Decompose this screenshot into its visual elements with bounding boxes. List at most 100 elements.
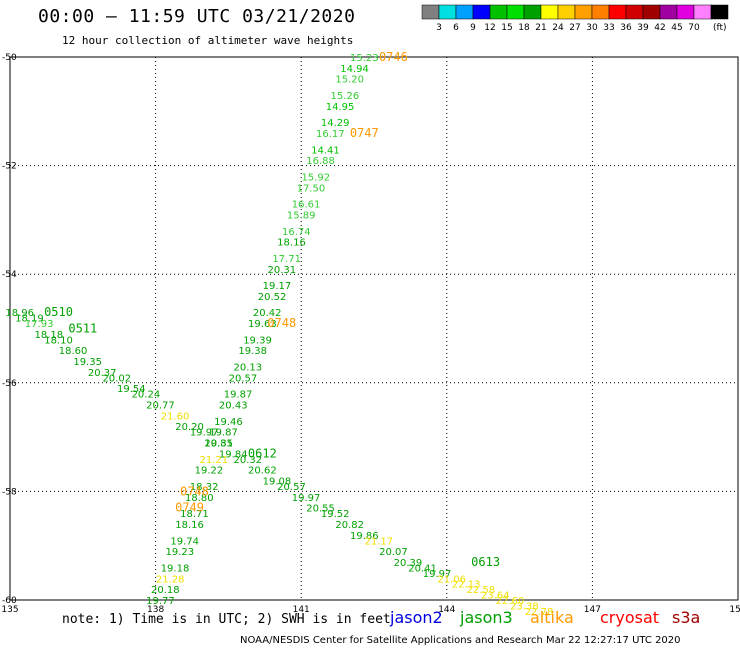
- time-label: 0746: [379, 50, 408, 64]
- data-label-altika: 18.16: [175, 520, 204, 531]
- data-label-altika: 20.43: [219, 401, 248, 412]
- data-label-altika: 14.95: [326, 102, 355, 113]
- data-label-jason3: 20.37: [88, 368, 117, 379]
- data-label-altika: 14.41: [311, 145, 340, 156]
- data-label-altika: 19.22: [195, 466, 224, 477]
- data-label-jason3: 21.60: [161, 411, 190, 422]
- colorbar-label: 3: [436, 23, 442, 33]
- data-label-jason3: 20.32: [233, 455, 262, 466]
- data-label-altika: 15.92: [301, 172, 330, 183]
- data-label-altika: 20.18: [151, 585, 180, 596]
- colorbar-label: 12: [484, 23, 495, 33]
- data-label-altika: 18.80: [185, 493, 214, 504]
- colorbar-swatch: [710, 4, 729, 20]
- colorbar-swatch: [455, 4, 474, 20]
- data-label-jason3: 19.97: [292, 493, 321, 504]
- colorbar-label: 30: [586, 23, 598, 33]
- data-label-altika: 18.71: [180, 509, 209, 520]
- colorbar-label: 45: [671, 23, 682, 33]
- data-label-jason3: 19.97: [190, 428, 219, 439]
- x-tick-label: 135: [1, 605, 18, 615]
- data-label-jason3: 20.41: [408, 563, 437, 574]
- colorbar-swatch: [438, 4, 457, 20]
- colorbar-label: 70: [688, 23, 700, 33]
- chart-title: 00:00 – 11:59 UTC 03/21/2020: [38, 6, 356, 27]
- data-label-altika: 16.61: [292, 200, 321, 211]
- data-label-jason3: 20.39: [394, 558, 423, 569]
- data-label-jason3: 20.35: [204, 439, 233, 450]
- data-label-altika: 19.87: [224, 390, 253, 401]
- time-label: 0511: [68, 322, 97, 336]
- data-label-altika: 15.20: [335, 75, 364, 86]
- data-label-altika: 19.74: [170, 536, 199, 547]
- data-label-jason3: 20.62: [248, 466, 277, 477]
- y-tick-label: -52: [2, 162, 17, 172]
- colorbar-label: 42: [654, 23, 665, 33]
- data-label-altika: 19.63: [248, 319, 277, 330]
- data-label-jason3: 23.38: [510, 601, 539, 612]
- data-label-jason3: 18.19: [15, 314, 44, 325]
- data-label-altika: 19.17: [263, 281, 292, 292]
- data-label-jason3: 18.18: [35, 330, 64, 341]
- x-tick-label: 150: [729, 605, 740, 615]
- y-tick-label: -56: [2, 379, 17, 389]
- data-label-jason3: 19.97: [423, 569, 452, 580]
- data-label-jason3: 21.06: [437, 574, 466, 585]
- data-label-jason3: 20.07: [379, 547, 408, 558]
- data-label-jason3: 19.86: [350, 531, 379, 542]
- time-label: 0749: [175, 501, 204, 515]
- data-label-jason3: 19.84: [219, 449, 248, 460]
- colorbar-label: 36: [620, 23, 632, 33]
- x-tick-label: 141: [293, 605, 310, 615]
- data-label-jason3: 22.58: [466, 585, 495, 596]
- colorbar-swatch: [540, 4, 559, 20]
- data-label-jason3: 22.60: [496, 596, 525, 607]
- data-label-altika: 19.46: [214, 417, 243, 428]
- data-label-altika: 19.18: [161, 563, 190, 574]
- data-label-jason3: 18.10: [44, 335, 73, 346]
- note-text: note: 1) Time is in UTC; 2) SWH is in fe…: [62, 612, 391, 627]
- legend-jason2: jason2: [390, 608, 443, 627]
- data-label-jason3: 17.93: [25, 319, 54, 330]
- data-label-altika: 21.28: [156, 574, 185, 585]
- data-label-altika: 15.23: [350, 53, 379, 64]
- legend-jason3: jason3: [460, 608, 513, 627]
- data-label-altika: 14.29: [321, 118, 350, 129]
- data-label-jason3: 20.77: [146, 401, 175, 412]
- plot-frame: [9, 56, 739, 601]
- data-label-altika: 20.52: [258, 292, 287, 303]
- data-label-jason3: 20.02: [102, 373, 131, 384]
- data-label-altika: 19.38: [238, 346, 267, 357]
- data-label-jason3: 18.60: [59, 346, 88, 357]
- data-label-altika: 17.71: [272, 254, 301, 265]
- colorbar-label: 6: [453, 23, 459, 33]
- data-label-jason3: 19.54: [117, 384, 146, 395]
- colorbar-label: 21: [535, 23, 546, 33]
- data-label-altika: 20.13: [233, 363, 262, 374]
- legend-cryosat: cryosat: [600, 608, 660, 627]
- x-tick-label: 144: [438, 605, 455, 615]
- data-label-altika: 15.26: [331, 91, 360, 102]
- data-label-jason3: 21.17: [365, 536, 394, 547]
- data-label-altika: 16.17: [316, 129, 345, 140]
- colorbar-swatch: [625, 4, 644, 20]
- y-tick-label: -58: [2, 487, 17, 497]
- colorbar-swatch: [676, 4, 695, 20]
- x-tick-label: 147: [584, 605, 601, 615]
- colorbar-swatch: [591, 4, 610, 20]
- colorbar-swatch: [472, 4, 491, 20]
- time-label: 0748: [267, 316, 296, 330]
- colorbar-label: 15: [501, 23, 512, 33]
- data-label-jason3: 18.96: [5, 308, 34, 319]
- data-label-jason3: 19.08: [263, 477, 292, 488]
- data-label-altika: 21.21: [200, 455, 229, 466]
- chart-subtitle: 12 hour collection of altimeter wave hei…: [62, 34, 354, 47]
- colorbar-swatch: [642, 4, 661, 20]
- colorbar-swatch: [574, 4, 593, 20]
- data-label-jason3: 20.82: [335, 520, 364, 531]
- data-label-jason3: 20.24: [132, 390, 161, 401]
- colorbar-label: 39: [637, 23, 649, 33]
- data-label-altika: 20.57: [229, 373, 258, 384]
- data-label-jason3: 20.20: [175, 422, 204, 433]
- data-label-altika: 17.50: [297, 183, 326, 194]
